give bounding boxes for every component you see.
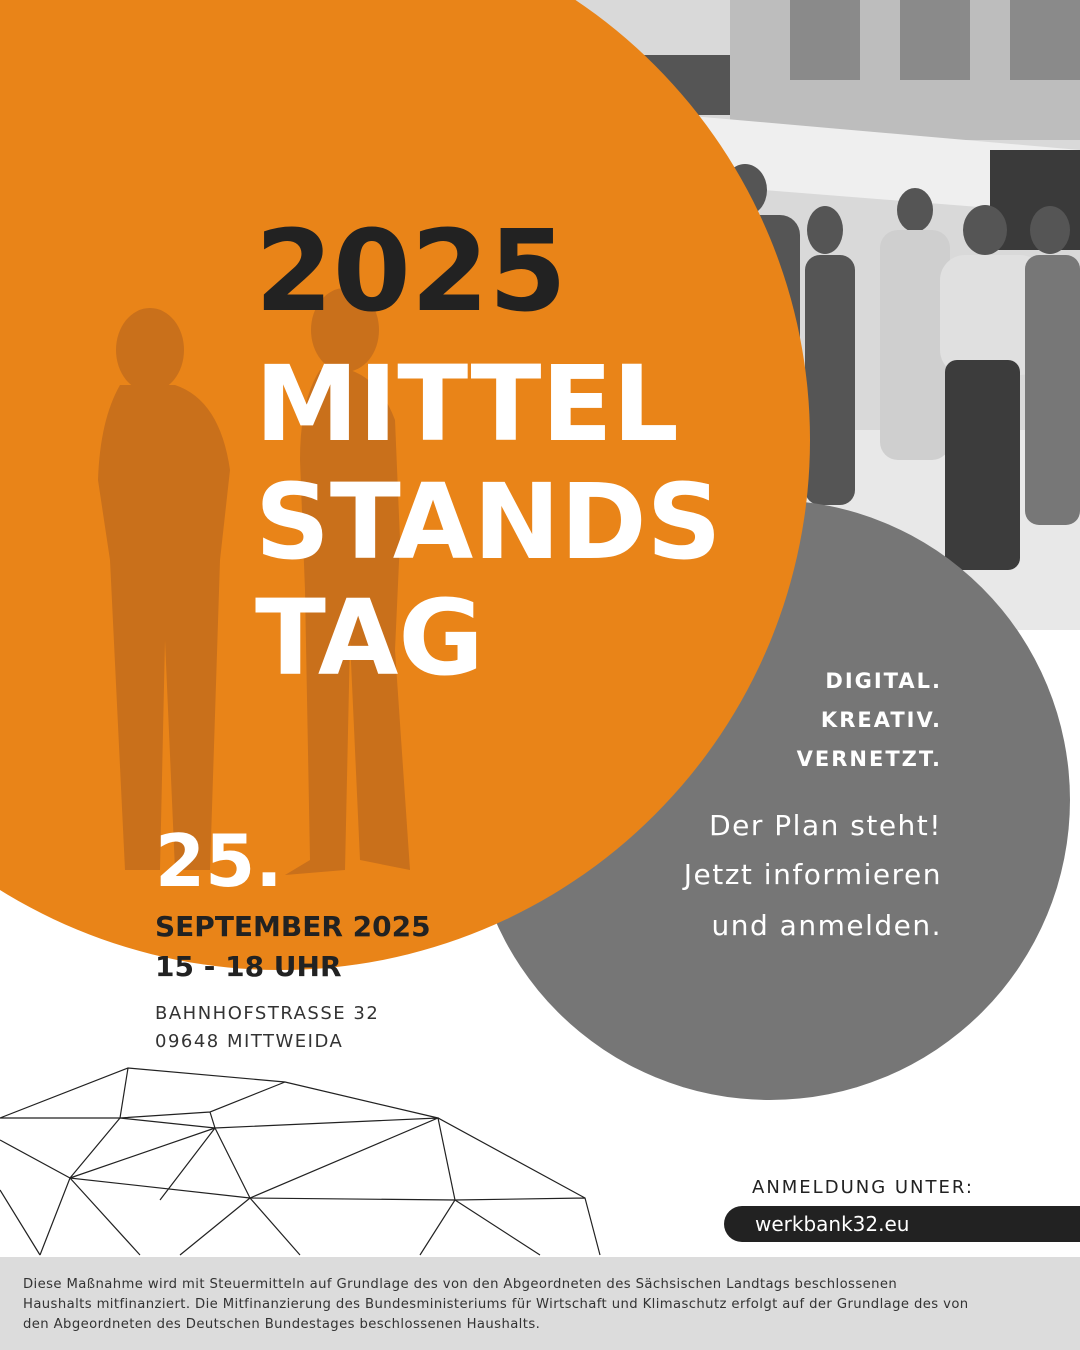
time: 15 - 18 UHR — [155, 950, 342, 983]
url: werkbank32.eu — [755, 1212, 909, 1236]
mesh-decoration — [0, 1067, 601, 1256]
silhouettes — [98, 288, 410, 875]
tagline: DIGITAL. — [825, 669, 942, 693]
cta-line: und anmelden. — [712, 909, 943, 942]
address-line: 09648 MITTWEIDA — [155, 1031, 343, 1052]
day: 25. — [155, 819, 283, 903]
title-line: STANDS — [255, 461, 722, 583]
cta-line: Der Plan steht! — [709, 809, 942, 842]
registration-label: ANMELDUNG UNTER: — [752, 1177, 974, 1198]
tagline: KREATIV. — [821, 708, 942, 732]
footer-band — [0, 1257, 1080, 1350]
footer-text: Haushalts mitfinanziert. Die Mitfinanzie… — [23, 1297, 969, 1312]
year: 2025 — [255, 207, 567, 337]
cta-line: Jetzt informieren — [682, 858, 942, 891]
month: SEPTEMBER 2025 — [155, 910, 431, 943]
tagline: VERNETZT. — [797, 747, 942, 771]
footer-text: Diese Maßnahme wird mit Steuermitteln au… — [23, 1277, 897, 1292]
footer-text: den Abgeordneten des Deutschen Bundestag… — [23, 1317, 540, 1332]
address-line: BAHNHOFSTRASSE 32 — [155, 1003, 379, 1024]
title-line: TAG — [255, 577, 484, 699]
title-line: MITTEL — [255, 343, 679, 465]
url-pill — [724, 1206, 1080, 1242]
